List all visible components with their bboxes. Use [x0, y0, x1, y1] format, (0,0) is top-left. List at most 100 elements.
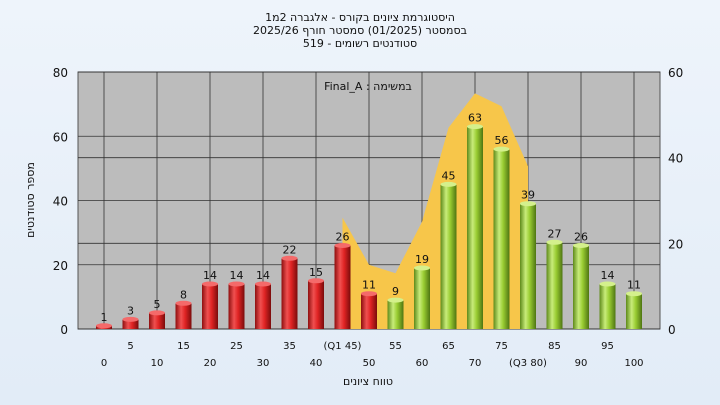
x-tick-label-lower: 0: [101, 358, 107, 369]
bar-top: [308, 278, 324, 284]
y2-tick-label: 20: [668, 237, 683, 251]
bar-top: [96, 323, 112, 329]
data-label: 1: [101, 311, 108, 324]
bar: [281, 258, 298, 329]
bar: [573, 245, 589, 329]
bar: [334, 245, 351, 329]
x-axis-ticks: 5 15 25 35 (Q1 45) 55 65 75 85 95 0 10 20 30 40 50 60 70 (…: [101, 341, 644, 369]
data-label: 5: [154, 298, 161, 311]
bar: [255, 284, 271, 329]
x-axis-label: טווח ציונים: [343, 375, 393, 388]
bar-top: [281, 255, 298, 261]
bar-top: [122, 316, 139, 322]
data-label: 19: [415, 253, 429, 266]
y-axis-label: מספר סטודנטים: [24, 162, 37, 238]
x-tick-label-lower: 10: [151, 358, 164, 369]
bar-top: [175, 300, 192, 306]
data-label: 14: [256, 269, 270, 282]
data-label: 63: [468, 112, 482, 125]
x-tick-label-lower: 20: [204, 358, 217, 369]
title-line-3: סטודנטים רשומים - 519: [303, 37, 417, 50]
chart-annotation: Final_A : במשימה: [324, 80, 412, 93]
y2-tick-label: 0: [668, 323, 676, 337]
y-tick-label: 0: [60, 323, 68, 337]
x-tick-label-upper: 75: [495, 341, 508, 352]
data-label: 22: [283, 243, 297, 256]
title-line-1: היסטוגרמת ציונים בקורס - אלגברה 2מ1: [265, 11, 455, 24]
bar-top: [414, 265, 430, 271]
x-tick-label-upper: 85: [548, 341, 561, 352]
bar: [440, 184, 457, 329]
x-tick-label-lower: 40: [310, 358, 323, 369]
bar-top: [202, 281, 218, 287]
x-tick-label-upper: 25: [230, 341, 243, 352]
title-line-2: בסמסטר (01/2025) סמסטר חורף 2025/26: [253, 24, 467, 37]
value-labels: 1 3 5 8 14 14 14 22 15 26 11 9 19 45 63 56 39 27 26 14 11: [101, 112, 642, 324]
bar: [228, 284, 245, 329]
x-tick-label-upper: 65: [442, 341, 455, 352]
x-tick-label-upper: 95: [601, 341, 614, 352]
data-label: 8: [180, 288, 187, 301]
data-label: 27: [548, 227, 562, 240]
data-label: 11: [627, 279, 641, 292]
chart-title: היסטוגרמת ציונים בקורס - אלגברה 2מ1 בסמס…: [253, 11, 467, 50]
bars-group: [96, 124, 642, 329]
bar-top: [149, 310, 165, 316]
data-label: 14: [203, 269, 217, 282]
bar: [546, 242, 563, 329]
y-tick-label: 40: [53, 195, 68, 209]
data-label: 14: [230, 269, 244, 282]
data-label: 26: [336, 231, 350, 244]
data-label: 45: [442, 169, 456, 182]
bar: [361, 293, 377, 329]
bar: [467, 126, 483, 329]
y-tick-label: 20: [53, 259, 68, 273]
x-tick-label-lower: 60: [416, 358, 429, 369]
bar: [308, 280, 324, 329]
bar-top: [573, 243, 589, 248]
x-tick-label-lower: 70: [469, 358, 482, 369]
bar: [122, 319, 139, 329]
y-tick-label: 60: [53, 130, 68, 144]
x-tick-label-upper: 35: [283, 341, 296, 352]
data-label: 11: [362, 279, 376, 292]
x-tick-label-upper: (Q1 45): [324, 341, 362, 352]
y2-tick-label: 60: [668, 66, 683, 80]
y2-tick-label: 40: [668, 152, 683, 166]
y-tick-label: 80: [53, 66, 68, 80]
data-label: 39: [521, 189, 535, 202]
data-label: 26: [574, 231, 588, 244]
x-tick-label-lower: 90: [575, 358, 588, 369]
x-tick-label-lower: 50: [363, 358, 376, 369]
data-label: 15: [309, 266, 323, 279]
bar-top: [255, 281, 271, 287]
bar: [626, 293, 642, 329]
bar: [202, 284, 218, 329]
x-tick-label-upper: 5: [127, 341, 133, 352]
x-tick-label-upper: 55: [389, 341, 402, 352]
bar-top: [493, 146, 510, 152]
bar-top: [599, 281, 616, 287]
bar: [599, 284, 616, 329]
y2-axis-ticks: 0 20 40 60: [668, 66, 683, 337]
bar: [414, 268, 430, 329]
bar-top: [467, 124, 483, 130]
bar-top: [228, 281, 245, 287]
x-tick-label-lower: (Q3 80): [509, 358, 547, 369]
bar: [493, 149, 510, 329]
x-tick-label-lower: 30: [257, 358, 270, 369]
bar-top: [520, 201, 536, 207]
data-label: 9: [392, 285, 399, 298]
x-tick-label-lower: 100: [624, 358, 643, 369]
bar: [149, 312, 165, 329]
bar-top: [546, 239, 563, 245]
y-axis-ticks: 0 20 40 60 80: [53, 66, 68, 337]
data-label: 56: [495, 134, 509, 147]
bar-top: [334, 243, 351, 248]
bar-top: [387, 297, 404, 303]
bar: [520, 203, 536, 329]
bar-top: [626, 291, 642, 297]
x-tick-label-upper: 15: [177, 341, 190, 352]
bar-top: [440, 181, 457, 187]
